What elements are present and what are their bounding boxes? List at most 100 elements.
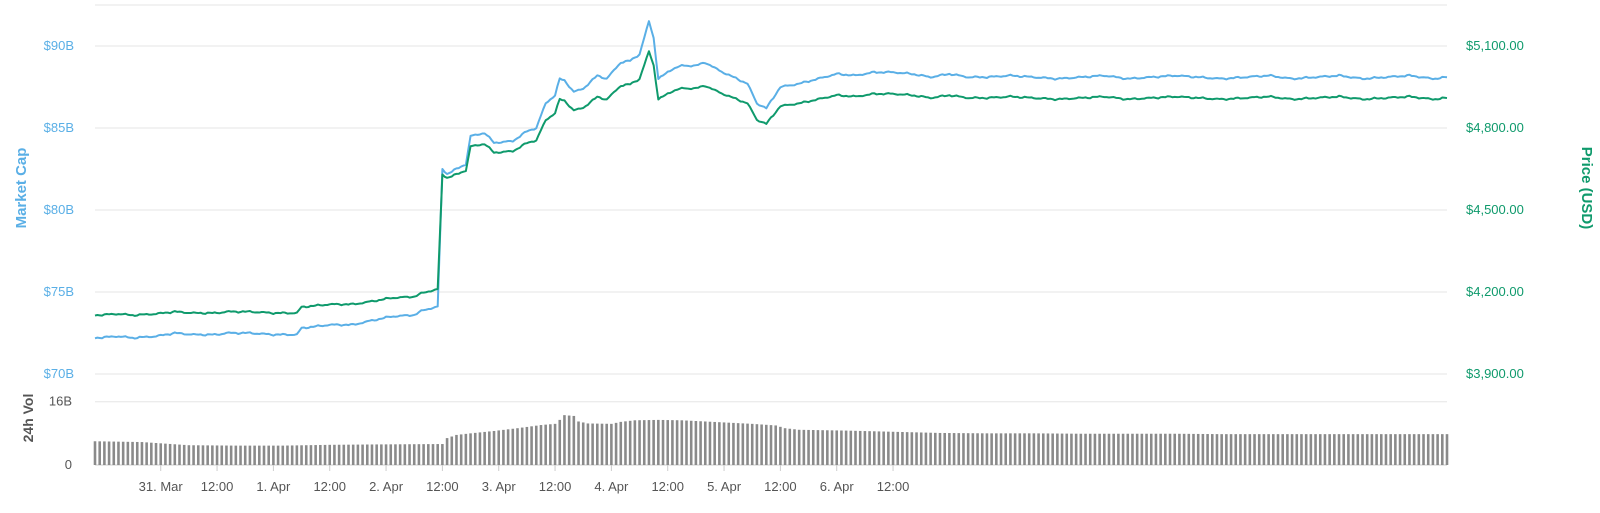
volume-bar — [211, 445, 214, 465]
x-tick-label: 3. Apr — [482, 479, 517, 494]
x-tick-label: 5. Apr — [707, 479, 742, 494]
volume-bar — [957, 433, 961, 465]
volume-bar — [708, 421, 712, 465]
volume-bar — [718, 422, 721, 465]
volume-bar — [581, 422, 585, 465]
volume-bar — [1290, 434, 1294, 465]
volume-bar — [727, 422, 731, 465]
y-tick-label-right: $4,200.00 — [1466, 284, 1524, 299]
volume-bar — [891, 431, 895, 465]
volume-bar — [755, 424, 759, 465]
volume-bar — [732, 422, 735, 465]
volume-bar — [1182, 433, 1186, 465]
volume-bar — [694, 421, 698, 465]
volume-bar — [567, 415, 571, 465]
volume-bar — [793, 429, 796, 465]
x-tick-label: 6. Apr — [820, 479, 855, 494]
volume-bar — [544, 424, 547, 465]
volume-bar — [671, 420, 674, 465]
volume-bar — [1121, 433, 1125, 465]
volume-bar — [1145, 433, 1148, 465]
volume-bar — [229, 445, 233, 465]
volume-bar — [417, 444, 421, 465]
volume-bar — [1027, 433, 1031, 465]
volume-bar — [614, 422, 618, 465]
volume-bar — [1398, 434, 1402, 465]
volume-bar — [971, 433, 975, 465]
volume-bar — [934, 432, 937, 465]
volume-bar — [347, 444, 350, 465]
volume-bar — [375, 444, 378, 465]
volume-bar — [431, 444, 435, 465]
volume-bar — [976, 433, 979, 465]
volume-bar — [168, 443, 172, 465]
volume-bar — [1056, 433, 1059, 465]
volume-bar — [703, 421, 707, 465]
volume-bar — [225, 445, 228, 465]
volume-bar — [441, 444, 444, 465]
volume-bar — [699, 421, 702, 465]
volume-bar — [492, 430, 496, 465]
volume-bar — [412, 444, 416, 465]
volume-bar — [1159, 433, 1162, 465]
volume-bar — [877, 431, 881, 465]
volume-bar — [638, 420, 641, 465]
volume-bar — [1328, 434, 1331, 465]
volume-bar — [1149, 433, 1153, 465]
x-tick-label: 12:00 — [539, 479, 572, 494]
volume-bar — [427, 444, 430, 465]
volume-bar — [187, 445, 191, 465]
volume-bar — [830, 430, 834, 465]
x-tick-label: 31. Mar — [139, 479, 184, 494]
volume-bar — [985, 433, 989, 465]
volume-bar — [863, 431, 867, 465]
volume-bar — [112, 441, 116, 465]
volume-bar — [455, 434, 458, 465]
volume-bar — [239, 445, 242, 465]
volume-bar — [882, 431, 885, 465]
volume-bar — [1314, 434, 1317, 465]
volume-bar — [1323, 434, 1327, 465]
volume-bar — [1103, 433, 1106, 465]
volume-bar — [1394, 434, 1397, 465]
volume-bar — [333, 444, 336, 465]
volume-bar — [295, 445, 299, 465]
volume-bar — [1229, 434, 1233, 465]
volume-bar — [206, 445, 209, 465]
y-tick-label-left: $80B — [44, 202, 74, 217]
volume-bar — [929, 432, 932, 465]
x-tick-label: 12:00 — [313, 479, 346, 494]
volume-bar — [1215, 434, 1219, 465]
volume-bar — [351, 444, 355, 465]
volume-bar — [999, 433, 1003, 465]
volume-bar — [849, 430, 853, 465]
volume-bar — [1051, 433, 1054, 465]
volume-bar — [661, 419, 665, 465]
volume-bar — [1093, 433, 1097, 465]
volume-bar — [896, 431, 900, 465]
volume-bar — [243, 445, 247, 465]
volume-bar — [689, 420, 693, 465]
volume-bar — [591, 423, 594, 465]
series-line-price — [94, 50, 1448, 317]
volume-bar — [1239, 434, 1242, 465]
volume-bar — [473, 432, 477, 465]
volume-bar — [887, 431, 890, 465]
volume-bar — [943, 432, 946, 465]
volume-bar — [619, 421, 623, 465]
volume-bar — [910, 432, 914, 465]
volume-bar — [760, 424, 763, 465]
y-tick-label-left: $90B — [44, 38, 74, 53]
volume-bar — [422, 444, 425, 465]
volume-bar — [633, 420, 637, 465]
volume-bar — [750, 423, 754, 465]
volume-bar — [765, 424, 768, 465]
volume-bar — [159, 443, 163, 465]
volume-bar — [549, 424, 552, 465]
volume-bar — [652, 419, 655, 465]
volume-bar — [1196, 433, 1200, 465]
volume-bar — [201, 445, 205, 465]
volume-bar — [1023, 433, 1026, 465]
volume-bar — [394, 444, 397, 465]
